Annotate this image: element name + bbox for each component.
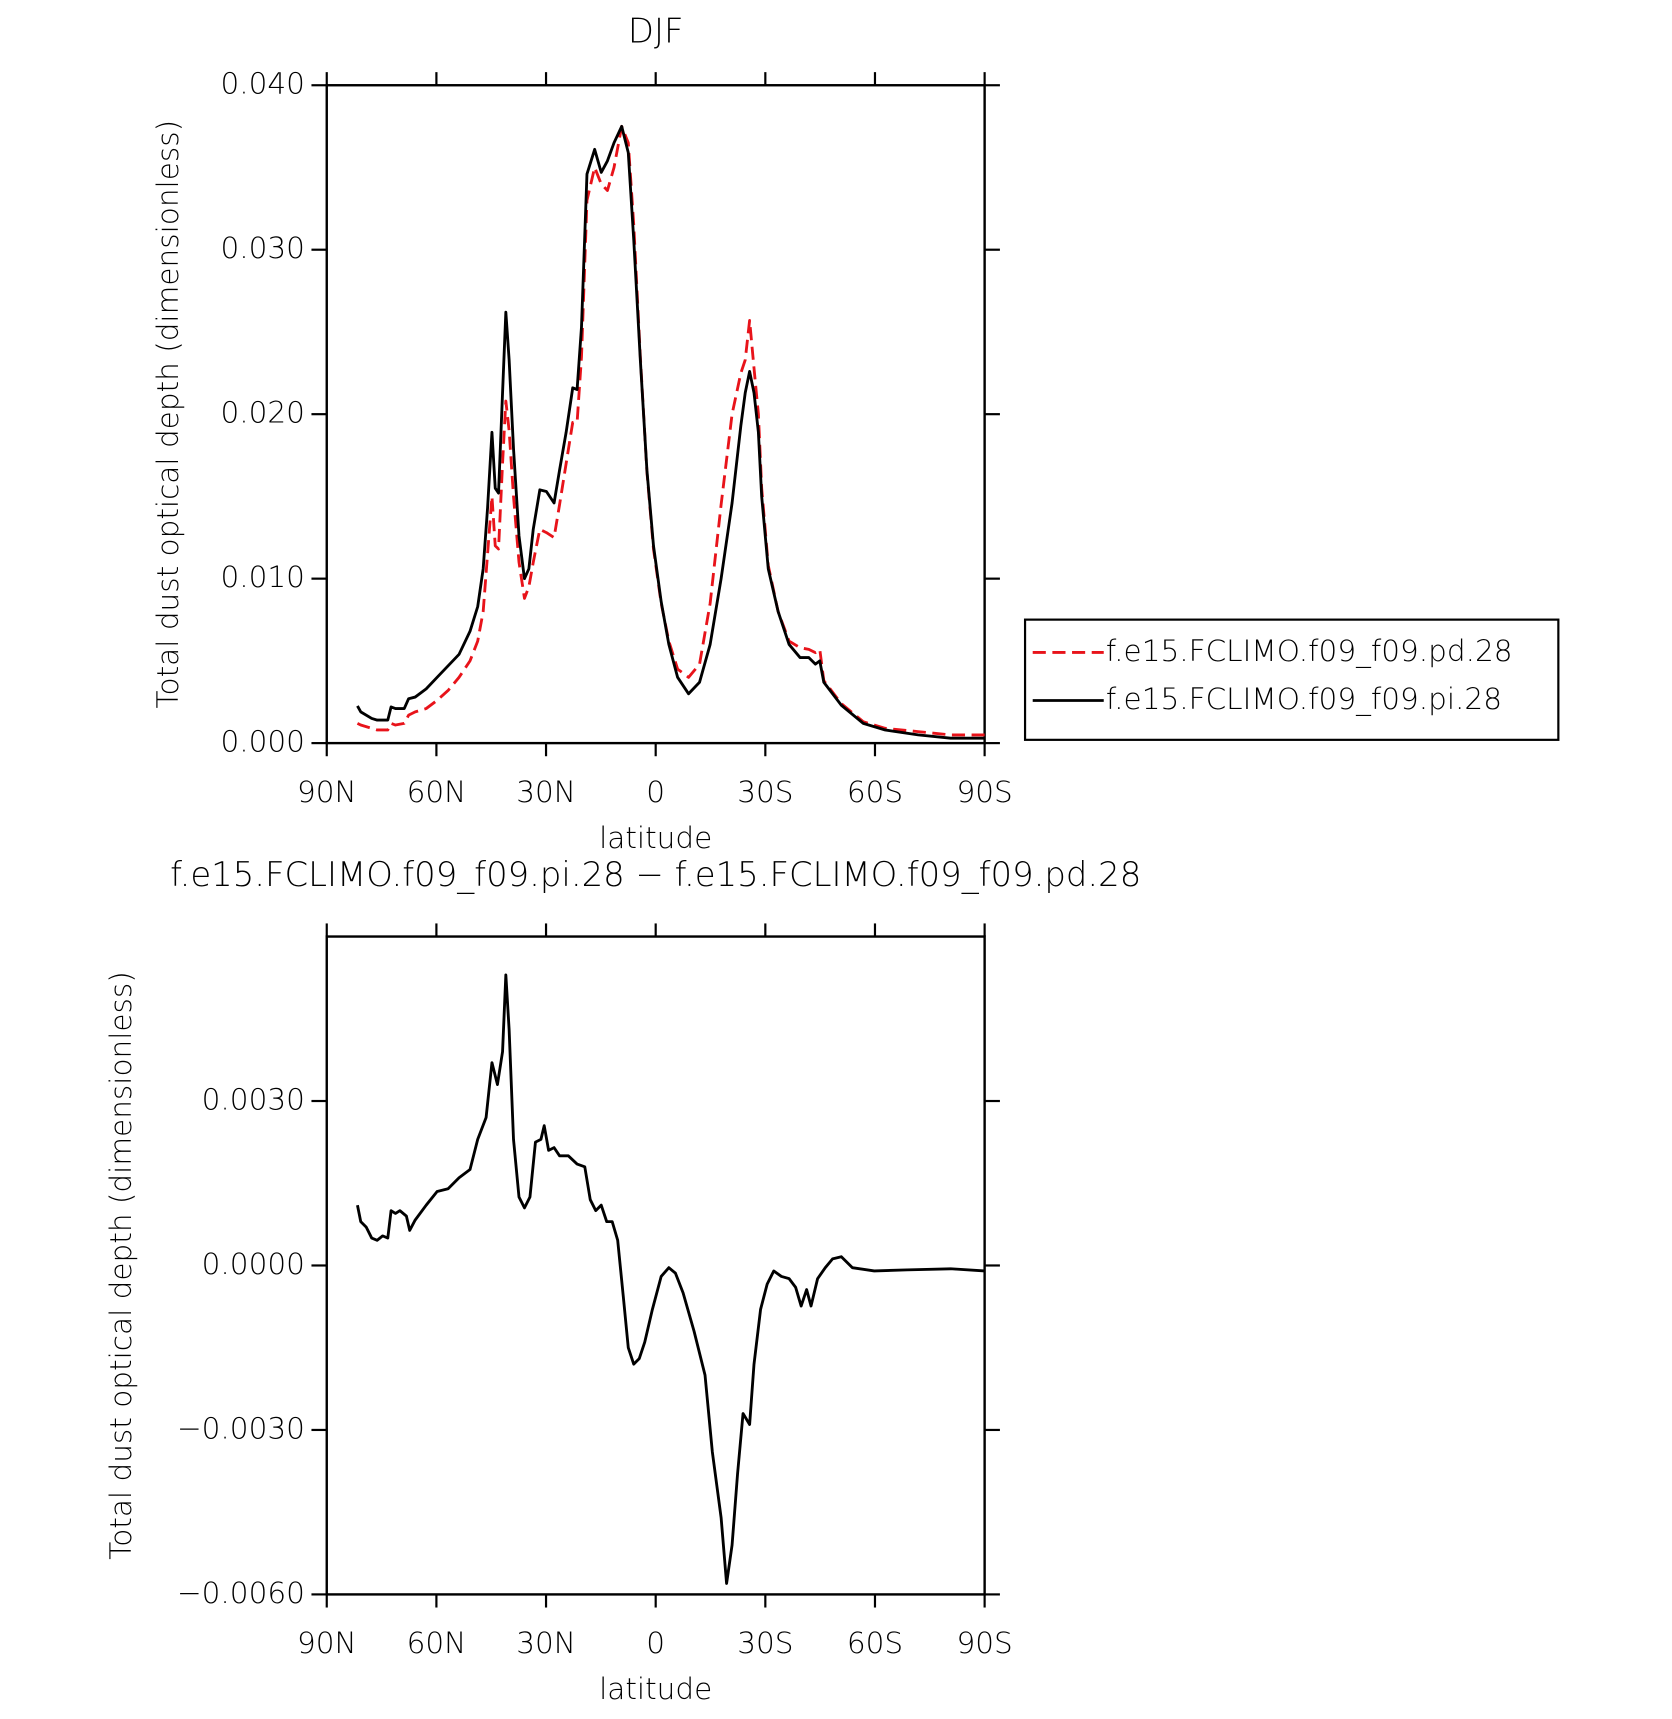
y-tick-label: 0.020 — [220, 396, 304, 430]
x-tick-label: 30N — [516, 775, 576, 809]
x-axis-label: latitude — [599, 1672, 712, 1706]
data-line — [356, 124, 985, 737]
y-axis-label: Total dust optical depth (dimensionless) — [104, 971, 138, 1560]
x-tick-label: 0 — [646, 1626, 665, 1660]
data-line — [356, 124, 985, 740]
x-tick-label: 60N — [407, 775, 467, 809]
plot-frame — [325, 84, 986, 745]
x-tick-label: 0 — [646, 775, 665, 809]
legend-label: f.e15.FCLIMO.f09_f09.pd.28 — [1106, 634, 1513, 669]
legend-box — [1023, 618, 1560, 741]
y-tick-label: −0.0060 — [177, 1576, 305, 1610]
chart-title: f.e15.FCLIMO.f09_f09.pi.28 − f.e15.FCLIM… — [170, 855, 1141, 895]
y-tick-label: 0.040 — [220, 67, 304, 101]
data-line — [356, 973, 985, 1585]
x-tick-label: 90N — [297, 1626, 357, 1660]
y-tick-label: −0.0030 — [177, 1411, 305, 1445]
x-tick-label: 60N — [407, 1626, 467, 1660]
x-tick-label: 90S — [956, 1626, 1012, 1660]
y-tick-label: 0.0000 — [202, 1247, 305, 1281]
legend-label: f.e15.FCLIMO.f09_f09.pi.28 — [1106, 682, 1502, 717]
x-tick-label: 90S — [956, 775, 1012, 809]
y-tick-label: 0.000 — [220, 725, 304, 759]
chart-title: DJF — [628, 11, 684, 50]
y-axis-label: Total dust optical depth (dimensionless) — [151, 120, 185, 709]
x-tick-label: 30N — [516, 1626, 576, 1660]
y-tick-label: 0.030 — [220, 231, 304, 265]
x-tick-label: 60S — [847, 775, 903, 809]
x-axis-label: latitude — [599, 821, 712, 855]
x-tick-label: 90N — [297, 775, 357, 809]
x-tick-label: 60S — [847, 1626, 903, 1660]
x-tick-label: 30S — [737, 775, 793, 809]
y-tick-label: 0.010 — [220, 560, 304, 594]
y-tick-label: 0.0030 — [202, 1083, 305, 1117]
x-tick-label: 30S — [737, 1626, 793, 1660]
plot-frame — [325, 935, 986, 1596]
